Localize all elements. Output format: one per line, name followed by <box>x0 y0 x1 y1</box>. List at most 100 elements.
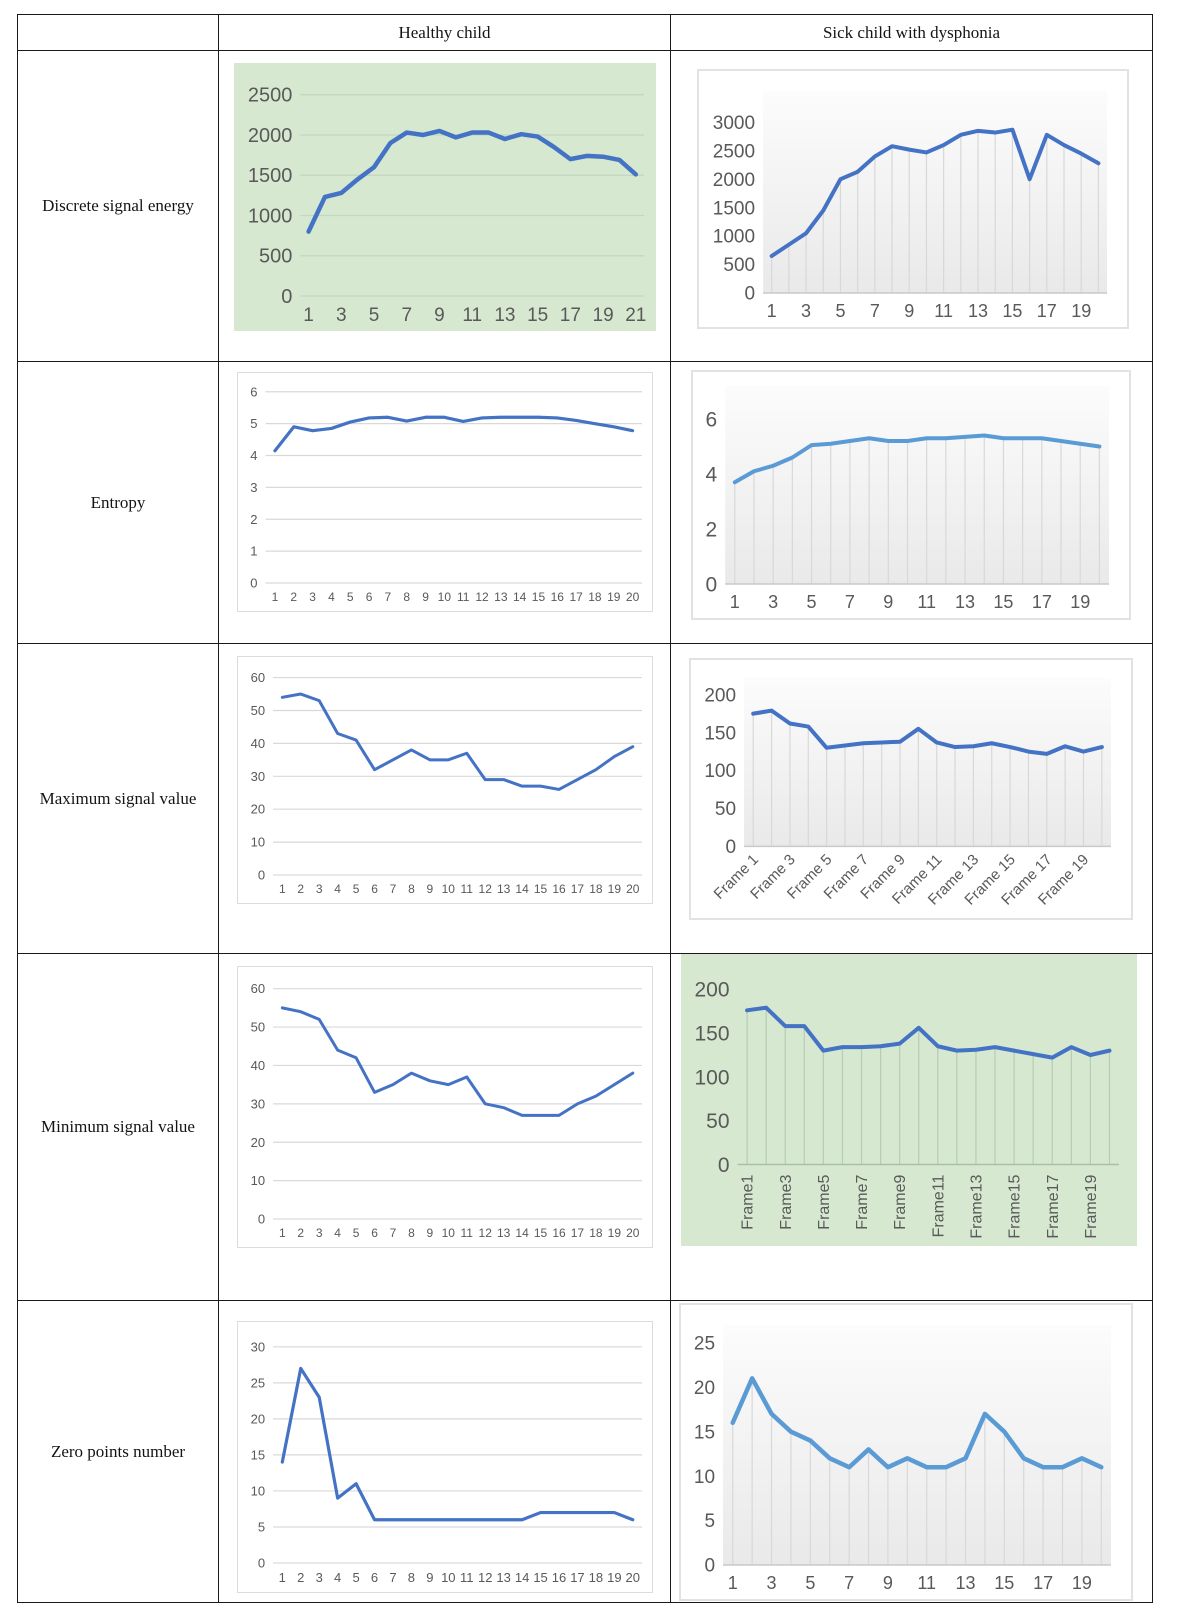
svg-text:13: 13 <box>955 592 975 612</box>
svg-text:17: 17 <box>570 1570 584 1585</box>
cell-max-healthy: 0 10 20 30 40 50 60 1 2 3 4 5 6 7 8 9 10 11 12 13 14 15 16 17 18… <box>219 644 671 954</box>
svg-text:14: 14 <box>515 1570 529 1585</box>
svg-text:7: 7 <box>390 1226 397 1240</box>
svg-text:13: 13 <box>497 882 511 896</box>
svg-text:17: 17 <box>1037 301 1057 321</box>
svg-text:13: 13 <box>494 590 508 604</box>
chart-zero-healthy: 0 5 10 15 20 25 30 1 2 3 4 5 6 7 8 9 10 11 12 13 14 15 16 17 18 1… <box>237 1321 653 1593</box>
svg-text:150: 150 <box>704 723 736 744</box>
svg-text:15: 15 <box>527 305 548 326</box>
svg-text:2: 2 <box>290 590 297 604</box>
svg-text:13: 13 <box>968 301 988 321</box>
svg-text:15: 15 <box>533 1570 547 1585</box>
svg-text:7: 7 <box>844 1573 854 1593</box>
svg-text:60: 60 <box>251 670 265 685</box>
cell-entropy-healthy: 0 1 2 3 4 5 6 1 2 3 4 5 6 7 8 9 10 11 12 13 14 15 16 17 18 19 20 <box>219 362 671 644</box>
svg-text:1500: 1500 <box>713 198 755 219</box>
svg-text:9: 9 <box>883 592 893 612</box>
chart-entropy-sick: 0 2 4 6 1 3 5 7 9 11 13 15 17 19 <box>691 370 1131 620</box>
svg-text:5: 5 <box>347 590 354 604</box>
svg-text:1: 1 <box>279 882 286 896</box>
svg-text:6: 6 <box>371 882 378 896</box>
svg-text:1: 1 <box>279 1226 286 1240</box>
svg-text:15: 15 <box>534 882 548 896</box>
svg-text:11: 11 <box>917 1573 936 1593</box>
svg-text:19: 19 <box>608 882 622 896</box>
svg-text:4: 4 <box>334 882 341 896</box>
svg-text:30: 30 <box>251 1339 265 1354</box>
y-tick-labels: 0 10 20 30 40 50 60 <box>251 670 265 882</box>
svg-text:5: 5 <box>353 882 360 896</box>
svg-text:3: 3 <box>316 882 323 896</box>
cell-energy-healthy: 0 500 1000 1500 2000 2500 1 3 5 7 9 11 13 15 17 19 21 <box>219 51 671 362</box>
svg-text:16: 16 <box>552 882 566 896</box>
svg-text:Frame3: Frame3 <box>778 1174 795 1229</box>
svg-text:10: 10 <box>251 1483 265 1498</box>
svg-text:6: 6 <box>371 1226 378 1240</box>
svg-text:20: 20 <box>626 1570 640 1585</box>
svg-text:15: 15 <box>534 1226 548 1240</box>
svg-text:2000: 2000 <box>248 125 293 147</box>
svg-text:9: 9 <box>427 882 434 896</box>
svg-text:6: 6 <box>371 1570 378 1585</box>
gridlines <box>737 1007 1119 1166</box>
svg-text:18: 18 <box>589 1570 603 1585</box>
svg-text:200: 200 <box>704 685 736 706</box>
svg-text:11: 11 <box>461 1226 474 1240</box>
svg-text:14: 14 <box>515 1226 529 1240</box>
svg-text:2500: 2500 <box>248 85 293 107</box>
svg-text:11: 11 <box>457 590 470 604</box>
gridlines <box>265 391 642 584</box>
chart-min-sick: 0 50 100 150 200 Frame1 Frame3 Frame5 Frame7 Fram… <box>681 954 1137 1246</box>
comparison-table: Healthy child Sick child with dysphonia … <box>17 14 1153 1603</box>
svg-text:2: 2 <box>297 1570 304 1585</box>
svg-text:16: 16 <box>552 1570 566 1585</box>
svg-text:7: 7 <box>401 305 412 326</box>
svg-text:500: 500 <box>723 255 755 276</box>
svg-text:16: 16 <box>552 1226 566 1240</box>
data-series-line <box>732 433 1102 485</box>
svg-text:50: 50 <box>715 799 736 820</box>
svg-text:7: 7 <box>845 592 855 612</box>
svg-text:30: 30 <box>251 1096 265 1111</box>
svg-text:1: 1 <box>250 544 257 559</box>
svg-text:15: 15 <box>994 1573 1014 1593</box>
svg-text:19: 19 <box>1070 592 1090 612</box>
svg-text:19: 19 <box>607 1570 621 1585</box>
gridlines <box>744 710 1111 848</box>
svg-text:0: 0 <box>250 576 257 591</box>
svg-text:20: 20 <box>626 590 640 604</box>
svg-text:15: 15 <box>532 590 546 604</box>
svg-text:4: 4 <box>250 448 257 463</box>
svg-text:Frame9: Frame9 <box>892 1174 909 1229</box>
svg-text:40: 40 <box>251 1058 265 1073</box>
svg-text:12: 12 <box>479 882 493 896</box>
svg-text:25: 25 <box>251 1375 265 1390</box>
cell-energy-sick: 0 500 1000 1500 2000 2500 3000 1 3 5 7 9 11 13 15 17 19 <box>671 51 1153 362</box>
svg-text:13: 13 <box>496 1570 510 1585</box>
svg-text:3: 3 <box>316 1226 323 1240</box>
svg-text:3: 3 <box>767 1573 777 1593</box>
svg-text:5: 5 <box>835 301 845 321</box>
svg-text:12: 12 <box>478 1570 492 1585</box>
svg-text:13: 13 <box>497 1226 511 1240</box>
svg-text:7: 7 <box>385 590 392 604</box>
svg-text:60: 60 <box>251 981 265 996</box>
svg-text:5: 5 <box>250 416 257 431</box>
svg-text:16: 16 <box>551 590 565 604</box>
x-tick-labels: 1 2 3 4 5 6 7 8 9 10 11 12 13 14 15 16 17 18 19 20 <box>272 590 640 604</box>
svg-text:10: 10 <box>441 1570 455 1585</box>
svg-text:6: 6 <box>705 408 717 431</box>
svg-text:8: 8 <box>408 1570 415 1585</box>
svg-text:8: 8 <box>403 590 410 604</box>
header-empty-cell <box>18 15 219 51</box>
svg-text:20: 20 <box>626 882 640 896</box>
data-series-line <box>280 1366 635 1522</box>
svg-text:5: 5 <box>352 1570 359 1585</box>
chart-max-sick: 0 50 100 150 200 Frame 1 Frame 3 Frame 5 Frame 7… <box>689 658 1133 920</box>
svg-text:1500: 1500 <box>248 165 293 187</box>
svg-text:1: 1 <box>728 1573 738 1593</box>
